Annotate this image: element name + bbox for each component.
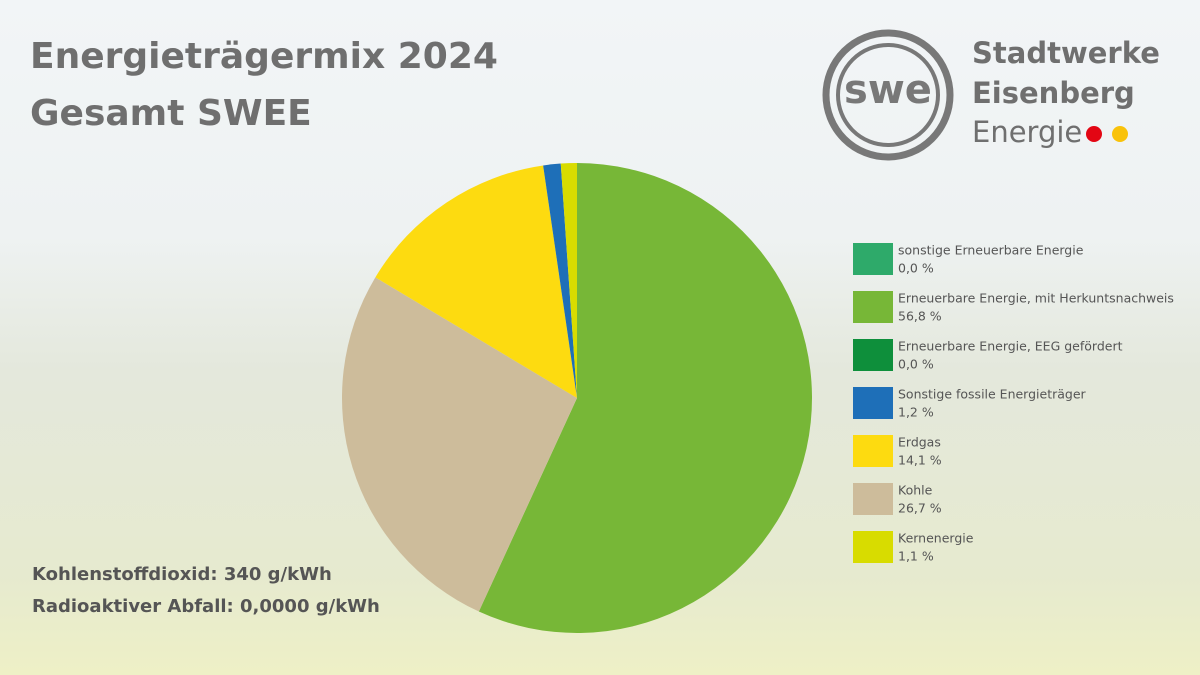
pie-slice xyxy=(478,163,813,633)
legend-value: 0,0 % xyxy=(898,261,934,276)
legend-value: 26,7 % xyxy=(898,501,942,516)
legend-label: Erdgas xyxy=(898,435,941,450)
logo-dot xyxy=(1112,126,1128,142)
logo-text: Stadtwerke xyxy=(972,36,1160,70)
legend-value: 56,8 % xyxy=(898,309,942,324)
legend-swatch xyxy=(853,291,893,323)
legend-value: 14,1 % xyxy=(898,453,942,468)
legend-swatch xyxy=(853,531,893,563)
legend-value: 1,1 % xyxy=(898,549,934,564)
legend-label: sonstige Erneuerbare Energie xyxy=(898,243,1084,258)
legend-label: Kernenergie xyxy=(898,531,974,546)
pie-slice xyxy=(543,163,577,398)
logo-mark: swe xyxy=(844,67,932,113)
chart-title: Energieträgermix 2024 xyxy=(30,36,498,77)
legend-swatch xyxy=(853,483,893,515)
pie-slice xyxy=(342,277,577,612)
chart-subtitle: Gesamt SWEE xyxy=(30,93,312,134)
logo-text: Energie xyxy=(972,115,1082,149)
annotation: Radioaktiver Abfall: 0,0000 g/kWh xyxy=(32,596,380,617)
logo-text: Eisenberg xyxy=(972,76,1135,110)
legend-swatch xyxy=(853,339,893,371)
legend-value: 0,0 % xyxy=(898,357,934,372)
logo-ring xyxy=(836,43,940,147)
legend-swatch xyxy=(853,243,893,275)
legend-label: Erneuerbare Energie, mit Herkuntsnachwei… xyxy=(898,291,1174,306)
legend-label: Erneuerbare Energie, EEG gefördert xyxy=(898,339,1123,354)
annotation: Kohlenstoffdioxid: 340 g/kWh xyxy=(32,564,332,585)
pie-slice xyxy=(560,163,577,398)
legend-swatch xyxy=(853,435,893,467)
legend-label: Sonstige fossile Energieträger xyxy=(898,387,1087,402)
legend-value: 1,2 % xyxy=(898,405,934,420)
legend-label: Kohle xyxy=(898,483,933,498)
logo-dot xyxy=(1086,126,1102,142)
logo-ring xyxy=(822,29,954,161)
logo: swe Stadtwerke Eisenberg Energie xyxy=(822,29,1160,161)
pie-slice xyxy=(375,165,577,398)
legend-swatch xyxy=(853,387,893,419)
